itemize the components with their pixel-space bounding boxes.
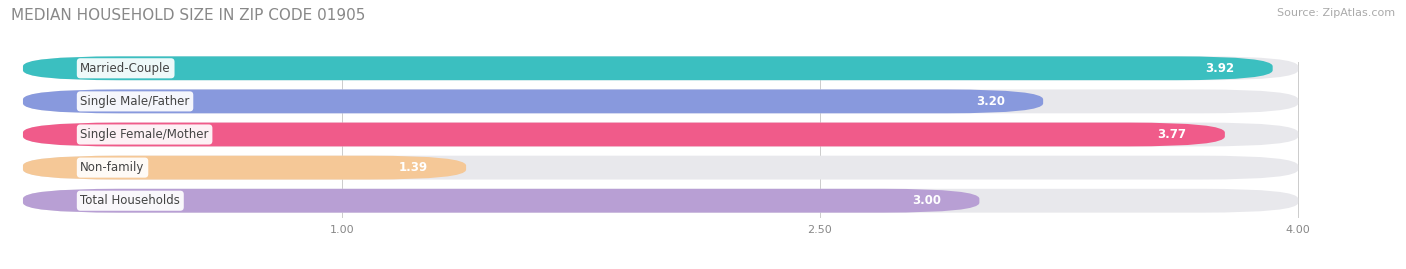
- FancyBboxPatch shape: [22, 156, 1298, 179]
- Text: 1.39: 1.39: [399, 161, 427, 174]
- Text: Non-family: Non-family: [80, 161, 145, 174]
- FancyBboxPatch shape: [22, 56, 1272, 80]
- Text: 3.20: 3.20: [976, 95, 1005, 108]
- FancyBboxPatch shape: [22, 123, 1298, 146]
- FancyBboxPatch shape: [22, 90, 1298, 113]
- FancyBboxPatch shape: [22, 56, 1298, 80]
- Text: MEDIAN HOUSEHOLD SIZE IN ZIP CODE 01905: MEDIAN HOUSEHOLD SIZE IN ZIP CODE 01905: [11, 8, 366, 23]
- Text: Total Households: Total Households: [80, 194, 180, 207]
- Text: Source: ZipAtlas.com: Source: ZipAtlas.com: [1277, 8, 1395, 18]
- Text: 3.92: 3.92: [1205, 62, 1234, 75]
- Text: Single Male/Father: Single Male/Father: [80, 95, 190, 108]
- Text: 3.77: 3.77: [1157, 128, 1187, 141]
- FancyBboxPatch shape: [22, 123, 1225, 146]
- Text: 3.00: 3.00: [912, 194, 941, 207]
- FancyBboxPatch shape: [22, 189, 980, 213]
- Text: Single Female/Mother: Single Female/Mother: [80, 128, 209, 141]
- FancyBboxPatch shape: [22, 156, 467, 179]
- FancyBboxPatch shape: [22, 90, 1043, 113]
- Text: Married-Couple: Married-Couple: [80, 62, 172, 75]
- FancyBboxPatch shape: [22, 189, 1298, 213]
